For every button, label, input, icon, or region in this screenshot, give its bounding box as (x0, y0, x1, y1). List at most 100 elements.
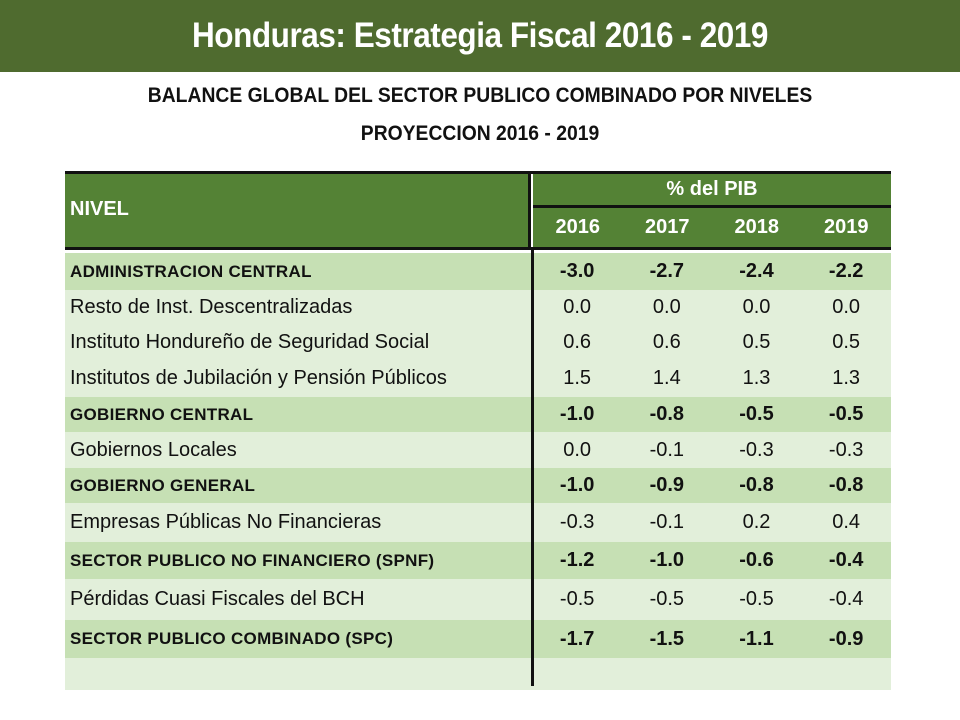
table-row: Resto de Inst. Descentralizadas 0.0 0.0 0.0… (65, 290, 891, 325)
title-bar: Honduras: Estrategia Fiscal 2016 - 2019 (0, 0, 960, 72)
table-row: Empresas Públicas No Financieras -0.3 -0.1… (65, 503, 891, 542)
value-cell-2019: -0.4 (828, 588, 864, 610)
value-cell-2018: -0.5 (739, 403, 774, 425)
value-cell-2017: -1.5 (649, 627, 685, 650)
row-label: Institutos de Jubilación y Pensión Públi… (70, 367, 447, 389)
row-values: -0.5 -0.5 -0.5 -0.4 (532, 579, 891, 620)
fiscal-table: NIVEL % del PIB 2016 2017 2018 2019 ADMI… (65, 171, 891, 690)
level-header-cell: NIVEL (65, 174, 531, 247)
page-title: Honduras: Estrategia Fiscal 2016 - 2019 (192, 16, 768, 55)
value-cell-2019: 0.0 (832, 296, 861, 318)
value-cell-2017: -1.0 (649, 549, 685, 571)
row-values: -1.0 -0.9 -0.8 -0.8 (532, 468, 891, 503)
value-cell-2017: 0.6 (652, 331, 681, 353)
value-cell-2019: -0.5 (828, 403, 864, 425)
value-cell-2016: -0.5 (559, 588, 595, 610)
value-cell-2016 (532, 658, 622, 690)
value-cell-2019: -2.2 (828, 260, 864, 282)
value-cell-2016: -1.0 (559, 403, 595, 425)
subtitle-balance: BALANCE GLOBAL DEL SECTOR PUBLICO COMBIN… (147, 84, 813, 107)
value-cell-2019: -0.9 (828, 627, 864, 650)
value-cell-2017: 0.0 (652, 296, 681, 318)
value-cell-2018: -0.8 (739, 474, 774, 496)
row-label: GOBIERNO CENTRAL (70, 404, 254, 424)
row-label: ADMINISTRACION CENTRAL (70, 261, 312, 281)
year-header-2016: 2016 (555, 216, 601, 238)
row-values: -1.2 -1.0 -0.6 -0.4 (532, 542, 891, 579)
row-label: Gobiernos Locales (70, 438, 237, 461)
row-values: 0.0 0.0 0.0 0.0 (532, 290, 891, 325)
value-cell-2017: -0.1 (649, 511, 685, 533)
value-cell-2019 (801, 658, 891, 690)
row-values: -3.0 -2.7 -2.4 -2.2 (532, 253, 891, 290)
value-cell-2019: -0.4 (828, 549, 864, 571)
value-cell-2018: -1.1 (739, 627, 774, 650)
table-row: SECTOR PUBLICO NO FINANCIERO (SPNF) -1.2-… (65, 542, 891, 579)
table-row (65, 658, 891, 690)
value-cell-2019: 0.4 (832, 511, 861, 533)
value-cell-2017: -2.7 (649, 260, 685, 282)
year-header-2017: 2017 (645, 216, 690, 238)
value-cell-2016: -1.0 (559, 474, 595, 496)
value-cell-2016: 1.5 (563, 367, 592, 389)
table-row: GOBIERNO GENERAL -1.0 -0.9 -0.8 -0.8 (65, 468, 891, 503)
value-cell-2017: -0.5 (649, 588, 685, 610)
value-cell-2019: -0.3 (828, 438, 864, 461)
value-cell-2019: 0.5 (832, 331, 861, 353)
value-cell-2016: 0.0 (563, 438, 592, 461)
value-cell-2018: -0.6 (739, 549, 774, 571)
value-cell-2018: 1.3 (742, 367, 771, 389)
table-row: Gobiernos Locales 0.0 -0.1 -0.3 -0.3 (65, 432, 891, 468)
value-cell-2016: -1.2 (559, 549, 595, 571)
row-label: Empresas Públicas No Financieras (70, 511, 382, 533)
value-cell-2017: 1.4 (652, 367, 681, 389)
value-cell-2017: -0.9 (649, 474, 685, 496)
table-row: ADMINISTRACION CENTRAL -3.0 -2.7 -2.4 -2.2 (65, 253, 891, 290)
value-cell-2017 (622, 658, 712, 690)
row-label: Pérdidas Cuasi Fiscales del BCH (70, 588, 365, 610)
value-cell-2016: -3.0 (559, 260, 595, 282)
table-row: Pérdidas Cuasi Fiscales del BCH -0.5 -0.5-… (65, 579, 891, 620)
value-cell-2018 (712, 658, 802, 690)
row-values: 0.0 -0.1 -0.3 -0.3 (532, 432, 891, 468)
value-cell-2017: -0.8 (649, 403, 685, 425)
table-row: Institutos de Jubilación y Pensión Públi… (65, 360, 891, 397)
row-values: 1.5 1.4 1.3 1.3 (532, 360, 891, 397)
value-cell-2018: -0.3 (739, 438, 774, 461)
value-cell-2016: 0.6 (563, 331, 592, 353)
row-label: GOBIERNO GENERAL (70, 475, 256, 495)
row-values: 0.6 0.6 0.5 0.5 (532, 325, 891, 360)
value-cell-2016: 0.0 (563, 296, 592, 318)
value-cell-2016: -0.3 (559, 511, 595, 533)
row-label: Instituto Hondureño de Seguridad Social (70, 331, 430, 353)
year-header-2019: 2019 (824, 216, 869, 238)
row-values: -1.0 -0.8 -0.5 -0.5 (532, 397, 891, 432)
header-divider (65, 247, 891, 250)
value-cell-2019: 1.3 (832, 367, 861, 389)
value-cell-2017: -0.1 (649, 438, 685, 461)
level-header: NIVEL (70, 198, 129, 220)
value-cell-2018: 0.0 (742, 296, 771, 318)
value-cell-2018: -0.5 (739, 588, 774, 610)
row-label: SECTOR PUBLICO NO FINANCIERO (SPNF) (70, 550, 435, 570)
pib-header: % del PIB (533, 174, 891, 208)
table-row: GOBIERNO CENTRAL -1.0 -0.8 -0.5 -0.5 (65, 397, 891, 432)
value-cell-2016: -1.7 (559, 627, 595, 650)
pib-header-block: % del PIB 2016 2017 2018 2019 (533, 174, 891, 247)
column-divider (531, 250, 534, 686)
value-cell-2018: 0.5 (742, 331, 771, 353)
row-label (65, 658, 529, 690)
year-header-2018: 2018 (734, 216, 780, 238)
row-values (532, 658, 891, 690)
row-label: Resto de Inst. Descentralizadas (70, 296, 353, 318)
value-cell-2018: 0.2 (742, 511, 771, 533)
subtitle-projection: PROYECCION 2016 - 2019 (360, 122, 600, 145)
table-row: Instituto Hondureño de Seguridad Social 0… (65, 325, 891, 360)
value-cell-2018: -2.4 (739, 260, 774, 282)
row-values: -1.7 -1.5 -1.1 -0.9 (532, 620, 891, 658)
year-header-row: 2016 2017 2018 2019 (533, 208, 891, 247)
row-label: SECTOR PUBLICO COMBINADO (SPC) (70, 629, 394, 648)
value-cell-2019: -0.8 (828, 474, 864, 496)
row-values: -0.3 -0.1 0.2 0.4 (532, 503, 891, 542)
table-row: SECTOR PUBLICO COMBINADO (SPC) -1.7 -1.5 -1… (65, 620, 891, 658)
